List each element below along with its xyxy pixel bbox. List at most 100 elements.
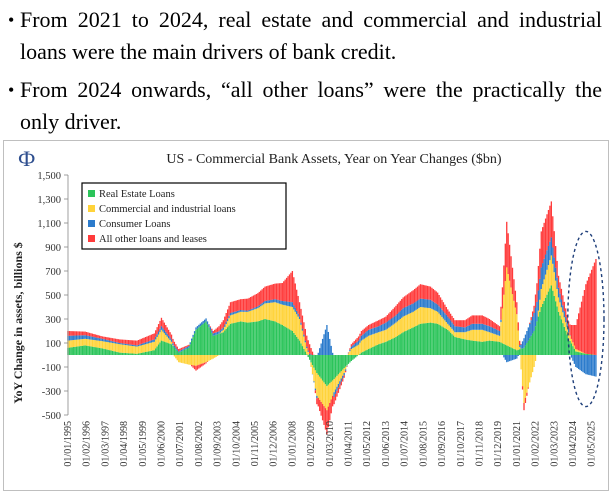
bar-segment (85, 335, 86, 339)
bar-segment (379, 325, 380, 331)
bar-segment (523, 338, 524, 348)
x-tick-label: 01/03/1997 (100, 421, 111, 467)
bar-segment (230, 313, 231, 315)
bar-segment (483, 324, 484, 330)
bar-segment (515, 355, 516, 359)
bar-segment (336, 391, 337, 397)
bar-segment (201, 325, 202, 355)
bar-segment (129, 344, 130, 345)
bar-segment (128, 340, 129, 344)
bar-segment (579, 351, 580, 352)
bar-segment (90, 340, 91, 347)
bar-segment (434, 290, 435, 302)
bar-segment (554, 258, 555, 273)
bar-segment (194, 366, 195, 370)
x-tick-label: 01/01/2021 (512, 421, 523, 467)
bar-segment (297, 339, 298, 355)
x-tick-label: 01/08/2002 (194, 421, 205, 467)
bar-segment (279, 283, 280, 300)
bar-segment (90, 346, 91, 355)
bar-segment (356, 342, 357, 346)
bar-segment (587, 355, 588, 375)
bar-segment (569, 336, 570, 341)
bar-segment (180, 348, 181, 350)
bar-segment (454, 332, 455, 337)
bar-segment (221, 331, 222, 333)
bar-segment (359, 334, 360, 338)
legend-swatch (88, 205, 95, 212)
bar-segment (556, 278, 557, 289)
bar-segment (451, 334, 452, 355)
bar-segment (169, 344, 170, 355)
bar-segment (76, 336, 77, 340)
bar-segment (108, 350, 109, 355)
bar-segment (109, 350, 110, 355)
bar-segment (516, 302, 517, 314)
bar-segment (295, 335, 296, 355)
bar-segment (562, 323, 563, 355)
bar-segment (122, 345, 123, 353)
bar-segment (177, 349, 178, 350)
bar-segment (371, 335, 372, 348)
bar-segment (417, 309, 418, 325)
bar-segment (92, 347, 93, 355)
bar-segment (344, 373, 345, 375)
bullet-text: From 2024 onwards, “all other loans” wer… (20, 74, 602, 138)
bar-segment (464, 332, 465, 339)
bar-segment (286, 328, 287, 355)
bar-segment (403, 308, 404, 316)
bar-segment (355, 340, 356, 343)
bar-segment (290, 273, 291, 302)
bar-segment (554, 296, 555, 355)
bar-segment (103, 339, 104, 341)
bar-segment (192, 365, 193, 367)
bar-segment (220, 330, 221, 332)
bar-segment (499, 342, 500, 355)
bar-segment (388, 328, 389, 341)
bar-segment (105, 349, 106, 355)
bar-segment (556, 289, 557, 307)
bar-segment (349, 350, 350, 351)
bar-segment (227, 321, 228, 327)
bar-segment (92, 337, 93, 340)
bar-segment (411, 328, 412, 355)
bar-segment (518, 350, 519, 355)
bar-segment (424, 323, 425, 355)
bar-segment (332, 355, 333, 380)
bar-segment (581, 355, 582, 371)
bar-segment (86, 332, 87, 336)
bar-segment (379, 344, 380, 355)
bar-segment (289, 274, 290, 301)
bar-segment (122, 340, 123, 344)
bar-segment (377, 327, 378, 333)
bar-segment (341, 371, 342, 378)
bar-segment (282, 305, 283, 325)
bar-segment (572, 325, 573, 342)
bar-segment (447, 330, 448, 355)
bar-segment (141, 353, 142, 355)
bar-segment (286, 302, 287, 306)
legend-label: Consumer Loans (99, 219, 170, 230)
bar-segment (228, 306, 229, 316)
bar-segment (355, 343, 356, 346)
bar-segment (315, 389, 316, 391)
bar-segment (331, 346, 332, 355)
bar-segment (485, 341, 486, 355)
bar-segment (167, 327, 168, 333)
bar-segment (155, 348, 156, 355)
bar-segment (203, 355, 204, 363)
bar-segment (79, 335, 80, 339)
bar-segment (185, 346, 186, 348)
bar-segment (146, 342, 147, 344)
y-tick-label: -100 (42, 363, 61, 374)
bar-segment (515, 308, 516, 350)
bar-segment (139, 344, 140, 345)
bar-segment (525, 335, 526, 346)
bar-segment (70, 347, 71, 355)
bar-segment (296, 290, 297, 311)
bar-segment (443, 311, 444, 318)
bar-segment (538, 266, 539, 290)
bar-segment (118, 344, 119, 352)
bar-segment (464, 327, 465, 332)
bar-segment (428, 323, 429, 355)
